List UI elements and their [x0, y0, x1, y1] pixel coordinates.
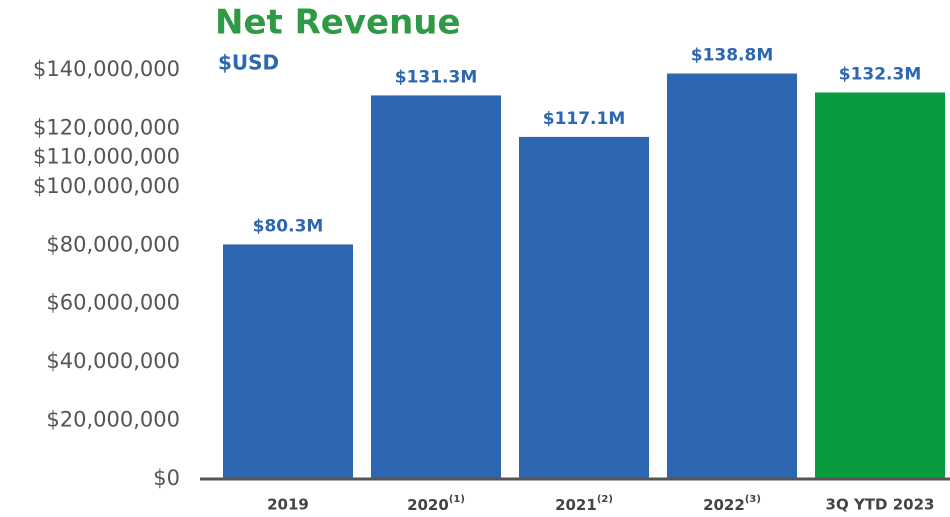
y-tick-label: $20,000,000 [46, 408, 180, 432]
bar [371, 95, 501, 479]
chart-subtitle: $USD [218, 51, 279, 75]
value-label: $132.3M [839, 64, 922, 84]
value-label: $131.3M [395, 67, 478, 87]
y-tick-label: $120,000,000 [33, 115, 180, 139]
y-tick-label: $140,000,000 [33, 57, 180, 81]
x-tick-label: 2020(1) [407, 494, 465, 514]
x-tick-label: 2019 [267, 496, 309, 514]
y-tick-label: $80,000,000 [46, 232, 180, 256]
bar [223, 244, 353, 479]
value-label: $117.1M [543, 109, 626, 129]
x-tick-label: 2021(2) [555, 494, 613, 514]
y-tick-label: $40,000,000 [46, 349, 180, 373]
y-tick-label: $60,000,000 [46, 291, 180, 315]
value-label: $138.8M [691, 46, 774, 66]
y-tick-label: $100,000,000 [33, 174, 180, 198]
bar [519, 136, 649, 480]
bar [815, 92, 945, 480]
y-tick-label: $110,000,000 [33, 145, 180, 169]
x-tick-label: 3Q YTD 2023 [826, 496, 935, 514]
value-label: $80.3M [253, 216, 324, 236]
x-tick-label: 2022(3) [703, 494, 761, 514]
chart-title: Net Revenue [215, 3, 461, 43]
bar [667, 73, 797, 480]
y-tick-label: $0 [153, 466, 180, 490]
